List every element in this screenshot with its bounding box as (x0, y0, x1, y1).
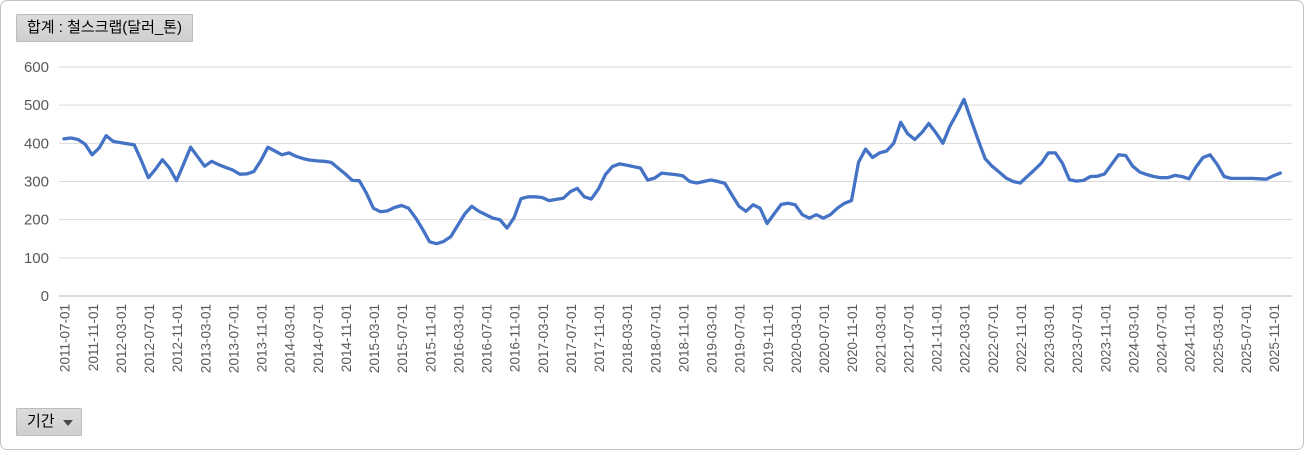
x-tick-label: 2020-07-01 (817, 304, 832, 373)
x-tick-label: 2016-03-01 (451, 304, 466, 373)
y-tick-label: 400 (24, 135, 49, 152)
x-tick-label: 2014-03-01 (283, 304, 298, 373)
x-tick-label: 2021-03-01 (873, 304, 888, 373)
x-tick-label: 2021-11-01 (930, 304, 945, 372)
x-tick-label: 2018-07-01 (648, 304, 663, 373)
x-tick-label: 2012-03-01 (114, 304, 129, 373)
x-tick-label: 2025-07-01 (1239, 304, 1254, 373)
x-tick-label: 2012-11-01 (170, 304, 185, 372)
x-tick-label: 2024-11-01 (1183, 304, 1198, 372)
y-tick-label: 300 (24, 174, 49, 191)
x-tick-label: 2017-03-01 (536, 304, 551, 373)
x-tick-label: 2022-07-01 (986, 304, 1001, 373)
axis-field-button[interactable]: 기간 (16, 408, 82, 437)
x-tick-label: 2023-07-01 (1070, 304, 1085, 373)
x-tick-label: 2024-07-01 (1155, 304, 1170, 373)
x-tick-label: 2014-11-01 (339, 304, 354, 372)
price-line (62, 97, 1283, 246)
x-tick-label: 2023-11-01 (1098, 304, 1113, 372)
value-field-button[interactable]: 합계 : 철스크랩(달러_톤) (16, 14, 194, 43)
gridlines (59, 66, 1292, 297)
x-tick-label: 2013-03-01 (198, 304, 213, 373)
x-tick-label: 2019-03-01 (705, 304, 720, 373)
x-tick-label: 2024-03-01 (1126, 304, 1141, 373)
y-tick-label: 500 (24, 97, 49, 114)
x-tick-label: 2022-11-01 (1014, 304, 1029, 372)
x-tick-label: 2015-11-01 (423, 304, 438, 372)
x-tick-label: 2020-03-01 (789, 304, 804, 373)
x-tick-label: 2017-07-01 (564, 304, 579, 373)
y-axis-labels: 0 100 200 300 400 500 600 (24, 59, 49, 305)
chevron-down-icon (62, 419, 73, 426)
x-tick-label: 2025-11-01 (1267, 304, 1282, 372)
y-tick-label: 100 (24, 250, 49, 267)
x-axis-labels: 2011-07-01 2011-11-01 2012-03-01 2012-07-01… (58, 304, 1282, 373)
x-tick-label: 2021-07-01 (901, 304, 916, 373)
x-tick-label: 2015-07-01 (395, 304, 410, 373)
axis-field-label: 기간 (27, 413, 55, 430)
x-tick-label: 2013-11-01 (255, 304, 270, 372)
x-tick-label: 2019-11-01 (761, 304, 776, 372)
value-field-label: 합계 : 철스크랩(달러_톤) (27, 19, 183, 36)
x-tick-label: 2013-07-01 (226, 304, 241, 373)
x-tick-label: 2025-03-01 (1211, 304, 1226, 373)
x-tick-label: 2019-07-01 (733, 304, 748, 373)
y-tick-label: 0 (41, 288, 49, 305)
x-tick-label: 2018-11-01 (676, 304, 691, 372)
y-tick-label: 600 (24, 59, 49, 76)
y-tick-label: 200 (24, 212, 49, 229)
x-tick-label: 2014-07-01 (311, 304, 326, 373)
x-tick-label: 2016-07-01 (480, 304, 495, 373)
x-tick-label: 2015-03-01 (367, 304, 382, 373)
x-tick-label: 2011-07-01 (58, 304, 73, 372)
x-tick-label: 2017-11-01 (592, 304, 607, 372)
x-tick-label: 2018-03-01 (620, 304, 635, 373)
x-tick-label: 2012-07-01 (142, 304, 157, 373)
x-tick-label: 2011-11-01 (86, 304, 101, 371)
x-tick-label: 2020-11-01 (845, 304, 860, 372)
x-tick-label: 2016-11-01 (508, 304, 523, 372)
x-tick-label: 2023-03-01 (1042, 304, 1057, 373)
x-tick-label: 2022-03-01 (958, 304, 973, 373)
